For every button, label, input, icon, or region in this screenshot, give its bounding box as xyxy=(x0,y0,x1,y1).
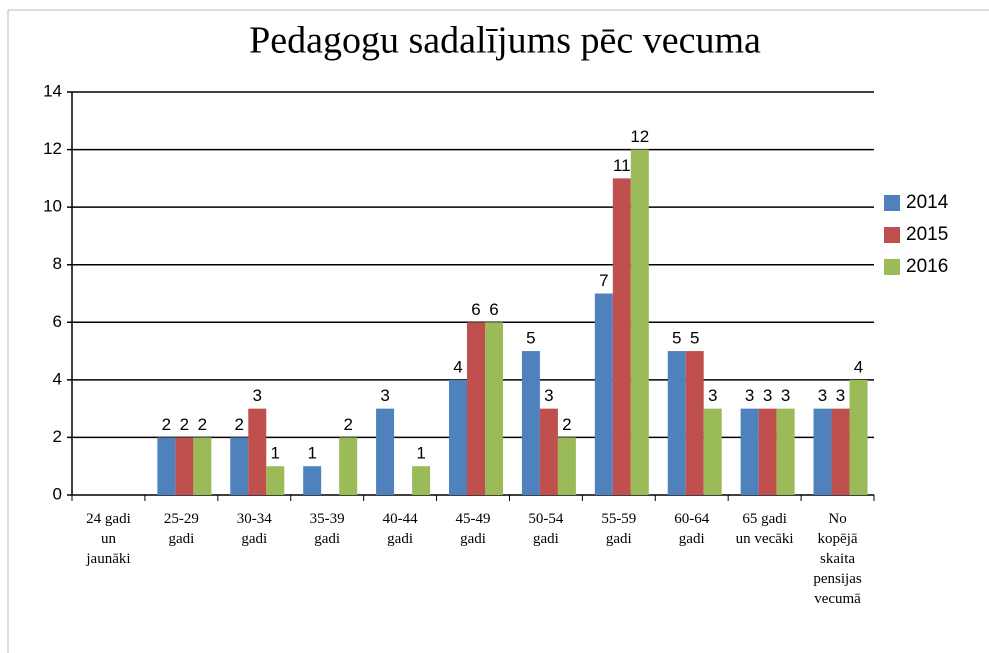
legend-label: 2016 xyxy=(906,256,948,277)
legend-swatch xyxy=(884,195,900,211)
data-label: 5 xyxy=(672,329,681,348)
x-tick-label: 24 gadi un jaunāki xyxy=(86,511,131,567)
data-label: 3 xyxy=(544,386,553,405)
legend-label: 2015 xyxy=(906,224,948,245)
bar xyxy=(157,437,176,495)
data-label: 5 xyxy=(690,329,699,348)
bar xyxy=(412,466,431,495)
bar xyxy=(831,408,850,495)
y-tick-label: 8 xyxy=(53,254,62,273)
y-tick-label: 6 xyxy=(53,312,62,331)
data-label: 7 xyxy=(599,271,608,290)
bar xyxy=(740,408,759,495)
x-tick-label: 65 gadi un vecāki xyxy=(735,511,794,547)
bar xyxy=(193,437,212,495)
bar xyxy=(849,379,868,495)
bar xyxy=(303,466,322,495)
data-label: 1 xyxy=(271,444,280,463)
bar xyxy=(612,178,631,495)
data-label: 1 xyxy=(307,444,316,463)
bar xyxy=(594,293,613,495)
data-label: 3 xyxy=(836,386,845,405)
bar xyxy=(557,437,576,495)
bar xyxy=(685,351,704,495)
bar xyxy=(376,408,395,495)
bar xyxy=(248,408,267,495)
bar xyxy=(703,408,722,495)
x-tick-label: 55-59 gadi xyxy=(601,511,637,547)
data-label: 2 xyxy=(198,415,207,434)
bar xyxy=(230,437,249,495)
data-label: 3 xyxy=(380,386,389,405)
bar xyxy=(813,408,832,495)
bar xyxy=(449,379,467,495)
y-tick-label: 12 xyxy=(43,139,62,158)
y-tick-label: 10 xyxy=(43,197,62,216)
data-label: 3 xyxy=(781,386,790,405)
bar xyxy=(485,322,503,495)
data-label: 3 xyxy=(763,386,772,405)
bar xyxy=(776,408,795,495)
y-tick-label: 2 xyxy=(53,427,62,446)
data-label: 6 xyxy=(489,300,498,319)
data-label: 12 xyxy=(630,127,649,146)
bar xyxy=(630,149,649,496)
x-tick-label: 30-34 gadi xyxy=(236,511,272,547)
x-tick-label: 25-29 gadi xyxy=(163,511,199,547)
x-tick-label: 35-39 gadi xyxy=(309,511,345,547)
data-label: 5 xyxy=(526,329,535,348)
data-label: 3 xyxy=(253,386,262,405)
bar xyxy=(266,466,285,495)
bar xyxy=(758,408,777,495)
bar xyxy=(339,437,358,495)
x-tick-label: 40-44 gadi xyxy=(382,511,418,547)
bar xyxy=(539,408,558,495)
bar xyxy=(521,351,540,495)
data-label: 4 xyxy=(453,357,462,376)
x-tick-label: 45-49 gadi xyxy=(455,511,491,547)
data-label: 2 xyxy=(180,415,189,434)
data-label: 4 xyxy=(854,357,863,376)
bar xyxy=(467,322,485,495)
data-label: 11 xyxy=(613,156,631,175)
data-label: 3 xyxy=(708,386,717,405)
x-tick-label: No kopējā skaita pensijas vecumā xyxy=(813,511,862,607)
y-tick-label: 4 xyxy=(53,369,62,388)
legend-swatch xyxy=(884,227,900,243)
y-tick-label: 0 xyxy=(53,484,62,503)
bar xyxy=(667,351,686,495)
data-label: 3 xyxy=(818,386,827,405)
data-label: 1 xyxy=(416,444,425,463)
legend-swatch xyxy=(884,259,900,275)
data-label: 2 xyxy=(235,415,244,434)
legend-label: 2014 xyxy=(906,192,949,213)
data-label: 2 xyxy=(562,415,571,434)
bar xyxy=(175,437,194,495)
x-tick-label: 60-64 gadi xyxy=(674,511,710,547)
data-label: 3 xyxy=(745,386,754,405)
chart-title: Pedagogu sadalījums pēc vecuma xyxy=(249,20,761,62)
data-label: 2 xyxy=(162,415,171,434)
data-label: 6 xyxy=(471,300,480,319)
x-tick-label: 50-54 gadi xyxy=(528,511,564,547)
data-label: 2 xyxy=(343,415,352,434)
y-tick-label: 14 xyxy=(43,81,62,100)
